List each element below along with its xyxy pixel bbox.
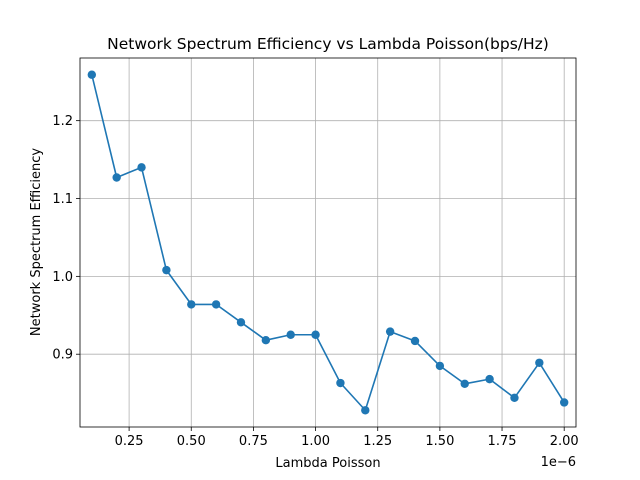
data-point — [112, 173, 121, 182]
plot-frame — [79, 57, 577, 428]
data-point — [336, 378, 345, 388]
y-tick-label: 1.2 — [52, 114, 73, 129]
data-point — [559, 398, 569, 407]
data-point — [137, 163, 146, 172]
data-point — [286, 330, 295, 339]
x-offset-label: 1e−6 — [541, 455, 576, 470]
x-tick-label: 0.50 — [177, 434, 206, 449]
chart-title: Network Spectrum Efficiency vs Lambda Po… — [107, 35, 549, 53]
x-tick-label: 0.25 — [115, 434, 144, 449]
y-tick-label: 1.1 — [52, 192, 73, 207]
x-tick-label: 1.00 — [301, 434, 330, 449]
x-tick-label: 2.00 — [550, 434, 579, 449]
grid — [80, 58, 576, 427]
y-tick-label: 1.0 — [52, 270, 73, 285]
series-line — [91, 74, 565, 412]
data-point — [435, 361, 445, 371]
axes: 0.25 0.50 0.75 1.00 1.25 1.50 1.75 2.00 0.9 1.0 1.… — [52, 57, 579, 449]
data-point — [535, 358, 544, 367]
data-point — [162, 265, 171, 275]
data-point — [460, 379, 469, 388]
data-point — [87, 70, 97, 79]
y-tick-label: 0.9 — [52, 348, 73, 363]
data-point — [510, 393, 519, 403]
data-point — [361, 406, 370, 415]
x-axis-label: Lambda Poisson — [275, 456, 380, 471]
data-point — [385, 327, 395, 336]
data-point — [187, 300, 196, 309]
x-tick-label: 0.75 — [239, 434, 268, 449]
x-tick-label: 1.25 — [363, 434, 392, 449]
series — [87, 70, 569, 415]
x-tick-label: 1.75 — [488, 434, 517, 449]
data-point — [236, 318, 246, 327]
data-point — [261, 335, 271, 345]
data-point — [311, 330, 320, 339]
x-tick-label: 1.50 — [425, 434, 454, 449]
data-point — [211, 300, 221, 309]
data-point — [485, 374, 494, 384]
data-point — [410, 336, 420, 346]
y-axis-label: Network Spectrum Efficiency — [29, 148, 44, 336]
